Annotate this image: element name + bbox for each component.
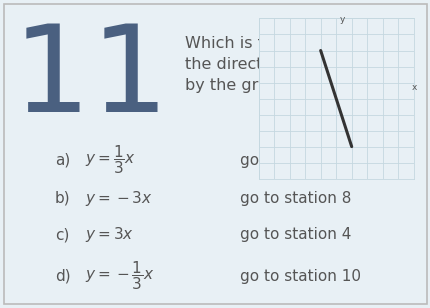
Text: $y = -3x$: $y = -3x$: [85, 188, 152, 208]
Text: $y = 3x$: $y = 3x$: [85, 225, 134, 245]
Text: x: x: [411, 83, 416, 92]
Text: 1: 1: [13, 19, 91, 136]
Text: y: y: [339, 15, 344, 24]
Text: $y = -\dfrac{1}{3}x$: $y = -\dfrac{1}{3}x$: [85, 260, 154, 292]
Text: go to station 8: go to station 8: [240, 191, 350, 205]
Text: c): c): [55, 228, 69, 242]
Text: 1: 1: [91, 19, 169, 136]
Text: $y = \dfrac{1}{3}x$: $y = \dfrac{1}{3}x$: [85, 144, 135, 176]
Text: a): a): [55, 152, 70, 168]
Text: d): d): [55, 269, 71, 283]
Text: go to station 10: go to station 10: [240, 269, 360, 283]
Text: Which is the equation of
the direct variation shown
by the graph?: Which is the equation of the direct vari…: [184, 36, 395, 93]
Text: b): b): [55, 191, 71, 205]
Text: go to station 2: go to station 2: [240, 152, 350, 168]
Text: go to station 4: go to station 4: [240, 228, 350, 242]
